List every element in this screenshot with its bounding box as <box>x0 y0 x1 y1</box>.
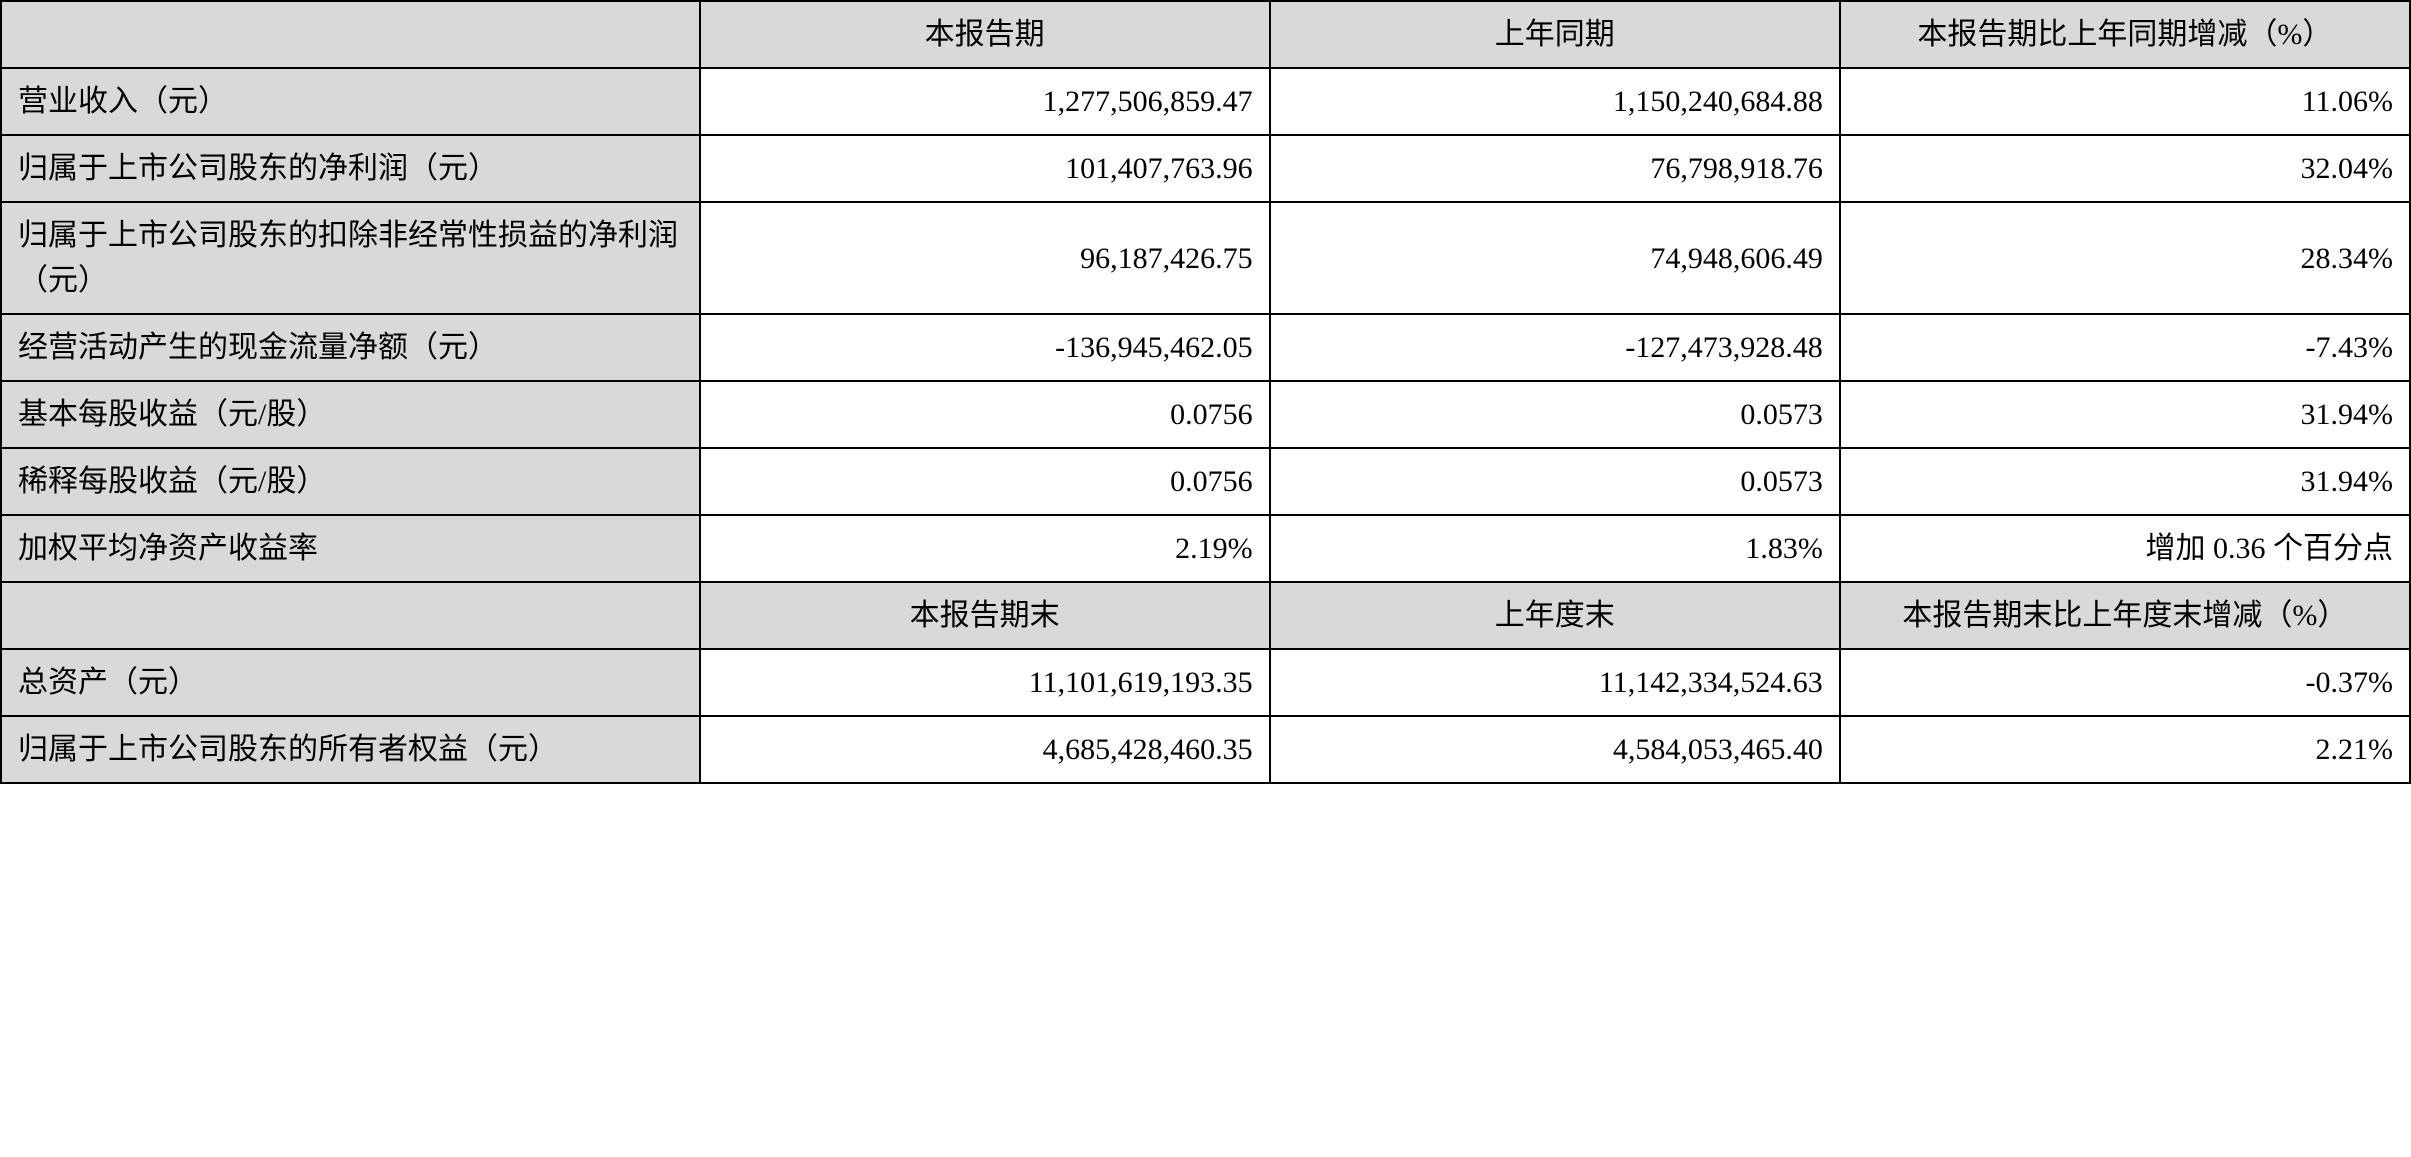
row-value: 2.21% <box>1840 716 2410 783</box>
row-value: 0.0756 <box>700 381 1270 448</box>
header-col2: 上年度末 <box>1270 582 1840 649</box>
row-value: 1.83% <box>1270 515 1840 582</box>
financial-table: 本报告期 上年同期 本报告期比上年同期增减（%） 营业收入（元） 1,277,5… <box>0 0 2411 784</box>
row-value: 1,277,506,859.47 <box>700 68 1270 135</box>
table-row: 总资产（元） 11,101,619,193.35 11,142,334,524.… <box>1 649 2410 716</box>
row-value: 11.06% <box>1840 68 2410 135</box>
row-label: 经营活动产生的现金流量净额（元） <box>1 314 700 381</box>
row-value: -0.37% <box>1840 649 2410 716</box>
row-value: 101,407,763.96 <box>700 135 1270 202</box>
row-value: 增加 0.36 个百分点 <box>1840 515 2410 582</box>
row-label: 归属于上市公司股东的净利润（元） <box>1 135 700 202</box>
row-label: 营业收入（元） <box>1 68 700 135</box>
table-header-row: 本报告期 上年同期 本报告期比上年同期增减（%） <box>1 1 2410 68</box>
row-value: -136,945,462.05 <box>700 314 1270 381</box>
table-row: 归属于上市公司股东的扣除非经常性损益的净利润（元） 96,187,426.75 … <box>1 202 2410 314</box>
row-label: 基本每股收益（元/股） <box>1 381 700 448</box>
table-header-row: 本报告期末 上年度末 本报告期末比上年度末增减（%） <box>1 582 2410 649</box>
row-label: 归属于上市公司股东的扣除非经常性损益的净利润（元） <box>1 202 700 314</box>
table-row: 归属于上市公司股东的净利润（元） 101,407,763.96 76,798,9… <box>1 135 2410 202</box>
row-value: 0.0573 <box>1270 448 1840 515</box>
row-value: -7.43% <box>1840 314 2410 381</box>
row-value: 4,584,053,465.40 <box>1270 716 1840 783</box>
row-label: 总资产（元） <box>1 649 700 716</box>
table-row: 稀释每股收益（元/股） 0.0756 0.0573 31.94% <box>1 448 2410 515</box>
table-row: 基本每股收益（元/股） 0.0756 0.0573 31.94% <box>1 381 2410 448</box>
header-col1: 本报告期末 <box>700 582 1270 649</box>
header-col3: 本报告期比上年同期增减（%） <box>1840 1 2410 68</box>
table-row: 营业收入（元） 1,277,506,859.47 1,150,240,684.8… <box>1 68 2410 135</box>
table-row: 归属于上市公司股东的所有者权益（元） 4,685,428,460.35 4,58… <box>1 716 2410 783</box>
row-value: 76,798,918.76 <box>1270 135 1840 202</box>
header-blank <box>1 1 700 68</box>
row-value: -127,473,928.48 <box>1270 314 1840 381</box>
row-value: 4,685,428,460.35 <box>700 716 1270 783</box>
row-value: 32.04% <box>1840 135 2410 202</box>
row-value: 2.19% <box>700 515 1270 582</box>
header-col3: 本报告期末比上年度末增减（%） <box>1840 582 2410 649</box>
row-value: 28.34% <box>1840 202 2410 314</box>
header-blank <box>1 582 700 649</box>
row-value: 11,101,619,193.35 <box>700 649 1270 716</box>
row-value: 31.94% <box>1840 448 2410 515</box>
row-value: 11,142,334,524.63 <box>1270 649 1840 716</box>
row-label: 归属于上市公司股东的所有者权益（元） <box>1 716 700 783</box>
table-row: 经营活动产生的现金流量净额（元） -136,945,462.05 -127,47… <box>1 314 2410 381</box>
row-label: 稀释每股收益（元/股） <box>1 448 700 515</box>
header-col1: 本报告期 <box>700 1 1270 68</box>
row-value: 0.0573 <box>1270 381 1840 448</box>
row-value: 74,948,606.49 <box>1270 202 1840 314</box>
row-value: 31.94% <box>1840 381 2410 448</box>
row-label: 加权平均净资产收益率 <box>1 515 700 582</box>
header-col2: 上年同期 <box>1270 1 1840 68</box>
table-row: 加权平均净资产收益率 2.19% 1.83% 增加 0.36 个百分点 <box>1 515 2410 582</box>
row-value: 1,150,240,684.88 <box>1270 68 1840 135</box>
row-value: 96,187,426.75 <box>700 202 1270 314</box>
row-value: 0.0756 <box>700 448 1270 515</box>
